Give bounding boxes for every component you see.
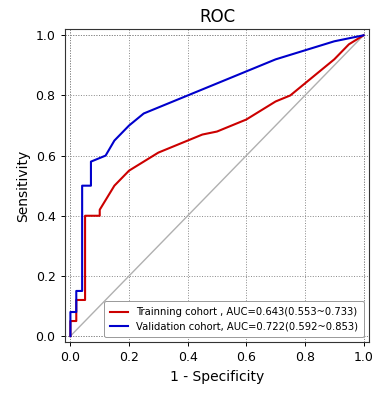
X-axis label: 1 - Specificity: 1 - Specificity	[170, 370, 264, 384]
Legend: Trainning cohort , AUC=0.643(0.553~0.733), Validation cohort, AUC=0.722(0.592~0.: Trainning cohort , AUC=0.643(0.553~0.733…	[104, 301, 364, 337]
Title: ROC: ROC	[199, 8, 235, 26]
Y-axis label: Sensitivity: Sensitivity	[16, 150, 30, 222]
